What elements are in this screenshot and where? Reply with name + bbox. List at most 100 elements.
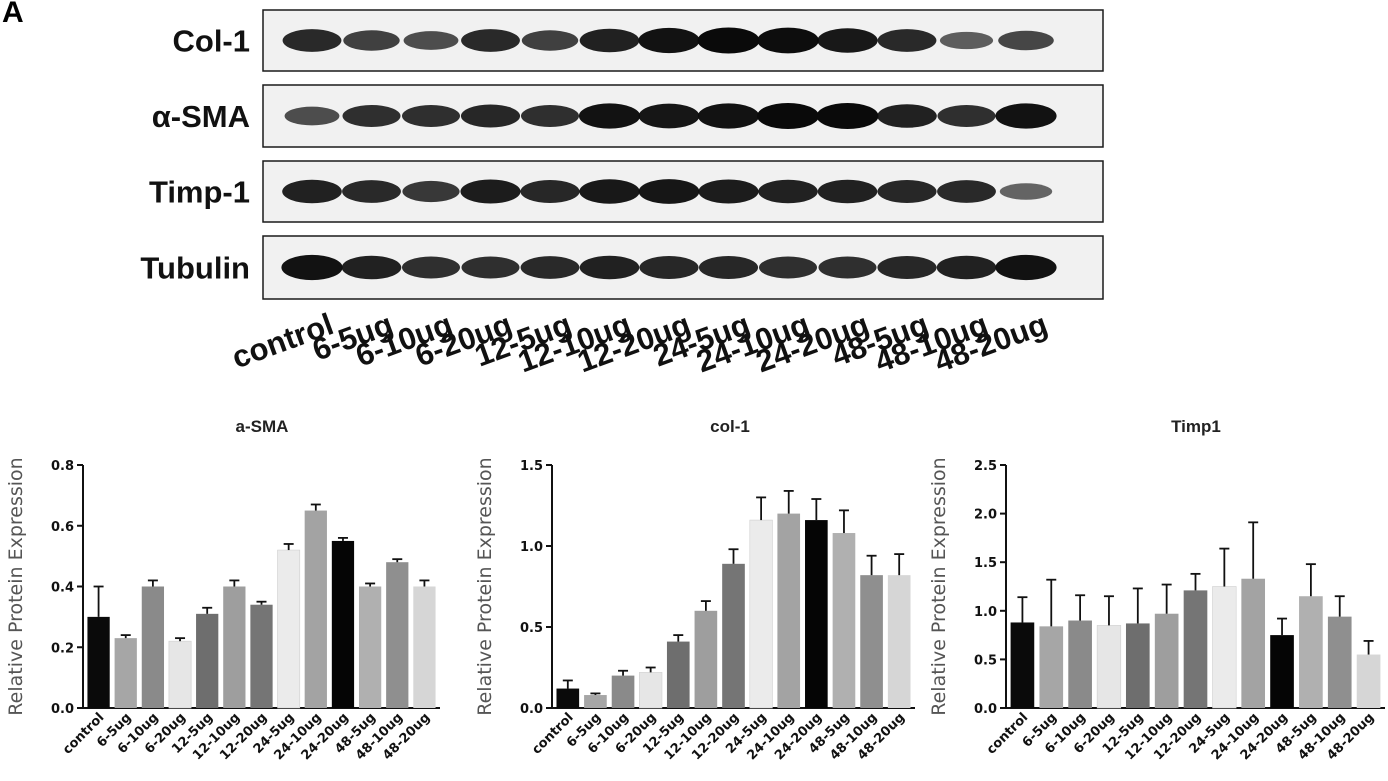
bar xyxy=(1183,590,1208,708)
blot-band xyxy=(579,179,640,204)
bar xyxy=(168,640,192,709)
bar xyxy=(358,586,382,708)
panel-label: A xyxy=(2,0,24,29)
blot-band xyxy=(281,254,343,281)
blot-row-label: Timp-1 xyxy=(149,175,250,210)
blot-band xyxy=(999,183,1053,200)
blot-band xyxy=(817,179,878,204)
blot-band xyxy=(757,27,819,54)
bar xyxy=(277,549,301,709)
y-axis-label: Relative Protein Expression xyxy=(928,457,950,715)
blot-band xyxy=(759,256,817,279)
y-tick-label: 0.0 xyxy=(974,702,997,717)
bar xyxy=(196,613,219,708)
blot-row-label: α-SMA xyxy=(152,99,250,134)
blot-band xyxy=(937,180,996,203)
blot-band xyxy=(877,29,937,52)
bar xyxy=(860,575,883,708)
y-tick-label: 2.0 xyxy=(974,508,997,523)
blot-band xyxy=(697,27,760,54)
bar xyxy=(1039,626,1064,708)
blot-band xyxy=(877,104,937,128)
blot-band xyxy=(995,254,1057,281)
bar xyxy=(304,510,327,708)
blot-band xyxy=(818,256,877,279)
blot-band xyxy=(995,103,1057,129)
bar xyxy=(87,616,110,708)
blot-band xyxy=(816,103,879,129)
bar xyxy=(223,586,246,708)
blot-band xyxy=(461,29,520,52)
blot-band xyxy=(460,179,521,204)
bar xyxy=(777,513,801,708)
y-tick-label: 1.0 xyxy=(520,540,543,555)
blot-band xyxy=(520,179,580,204)
y-tick-label: 0.5 xyxy=(520,621,543,636)
blot-band xyxy=(341,255,402,280)
bar xyxy=(832,533,856,708)
bar xyxy=(887,575,911,708)
y-tick-label: 0.0 xyxy=(51,702,74,717)
chart-1: col-1 Relative Protein Expression 0.0 0.5 1.… xyxy=(474,417,915,763)
y-axis-label: Relative Protein Expression xyxy=(5,457,27,715)
chart-0: a-SMA Relative Protein Expression 0.0 0.2 0.… xyxy=(5,417,440,763)
x-tick-label: control xyxy=(984,710,1031,757)
bar xyxy=(1270,635,1294,708)
blot-band xyxy=(579,255,640,280)
blot-band xyxy=(998,30,1054,51)
blot-band xyxy=(639,255,699,280)
bar xyxy=(749,519,773,709)
blot-band xyxy=(284,106,340,126)
blot-band xyxy=(638,103,700,129)
chart-title: col-1 xyxy=(710,417,750,436)
blot-band xyxy=(877,255,937,280)
blot-band xyxy=(402,105,460,127)
western-blot-panel: Col-1α-SMATimp-1Tubulincontrol6-5ug6-10u… xyxy=(140,9,1104,379)
blot-band xyxy=(461,256,520,279)
blot-band xyxy=(757,103,819,129)
bar xyxy=(722,563,745,708)
bar xyxy=(1068,620,1092,708)
bar xyxy=(1096,625,1122,709)
chart-2: Timp1 Relative Protein Expression 0.0 0.5 1.… xyxy=(928,417,1385,763)
chart-title: Timp1 xyxy=(1171,417,1221,436)
blot-band xyxy=(520,256,580,279)
bar xyxy=(1154,613,1179,708)
bar xyxy=(1010,622,1035,708)
blot-row-3: Tubulin xyxy=(140,235,1104,300)
blot-row-2: Timp-1 xyxy=(149,160,1104,223)
bar xyxy=(413,586,436,708)
blot-band xyxy=(579,28,640,53)
blot-band xyxy=(939,31,994,50)
blot-band xyxy=(282,179,342,204)
blot-band xyxy=(521,30,579,51)
bar xyxy=(556,688,580,708)
blot-band xyxy=(698,179,759,204)
blot-band xyxy=(758,179,818,204)
bar xyxy=(611,675,635,708)
bar xyxy=(584,695,607,708)
bar xyxy=(1356,654,1381,708)
blot-band xyxy=(638,179,700,204)
blot-band xyxy=(877,179,937,204)
blot-band xyxy=(282,29,342,52)
bar xyxy=(805,520,828,708)
y-tick-label: 1.5 xyxy=(520,459,543,474)
y-axis-label: Relative Protein Expression xyxy=(474,457,496,715)
blot-band xyxy=(460,104,521,128)
blot-band xyxy=(697,103,760,129)
y-tick-label: 0.0 xyxy=(520,702,543,717)
y-tick-label: 0.2 xyxy=(51,641,74,656)
bar xyxy=(114,638,137,708)
bar xyxy=(250,604,273,708)
bar xyxy=(141,586,165,708)
blot-band xyxy=(937,105,996,127)
blot-band xyxy=(638,27,700,54)
bar xyxy=(694,610,718,708)
bar xyxy=(1212,586,1237,709)
y-tick-label: 2.5 xyxy=(974,459,997,474)
bar xyxy=(1241,578,1266,708)
blot-row-0: Col-1 xyxy=(173,9,1104,72)
chart-title: a-SMA xyxy=(236,417,289,436)
